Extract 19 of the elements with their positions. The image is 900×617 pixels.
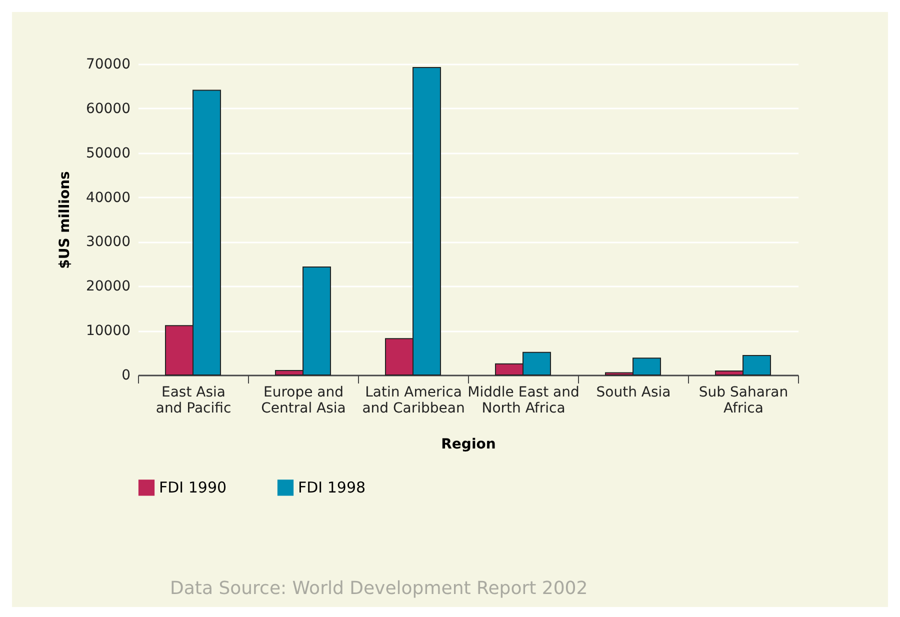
y-tick-label: 40000 [86, 190, 130, 206]
x-tick-label: Latin America and Caribbean [362, 384, 465, 416]
x-tick-label: Sub Saharan Africa [698, 384, 788, 416]
y-axis-title: $US millions [56, 171, 73, 269]
x-tick-label: East Asia and Pacific [156, 384, 232, 416]
y-tick-label: 0 [122, 368, 130, 384]
y-tick-label: 10000 [86, 323, 130, 340]
x-tick-label: South Asia [596, 384, 671, 400]
y-tick-label: 20000 [86, 278, 130, 295]
y-tick-label: 60000 [86, 100, 130, 117]
legend-label: FDI 1990 [159, 478, 227, 497]
y-tick-label: 30000 [86, 234, 130, 250]
x-axis-title: Region [441, 436, 496, 452]
legend-label: FDI 1998 [298, 478, 366, 497]
y-tick-label: 70000 [86, 56, 130, 72]
y-tick-label: 50000 [86, 145, 130, 162]
x-tick-label: Europe and Central Asia [261, 384, 346, 416]
x-tick-label: Middle East and North Africa [468, 384, 580, 416]
source-note: Data Source: World Development Report 2002 [170, 578, 588, 599]
